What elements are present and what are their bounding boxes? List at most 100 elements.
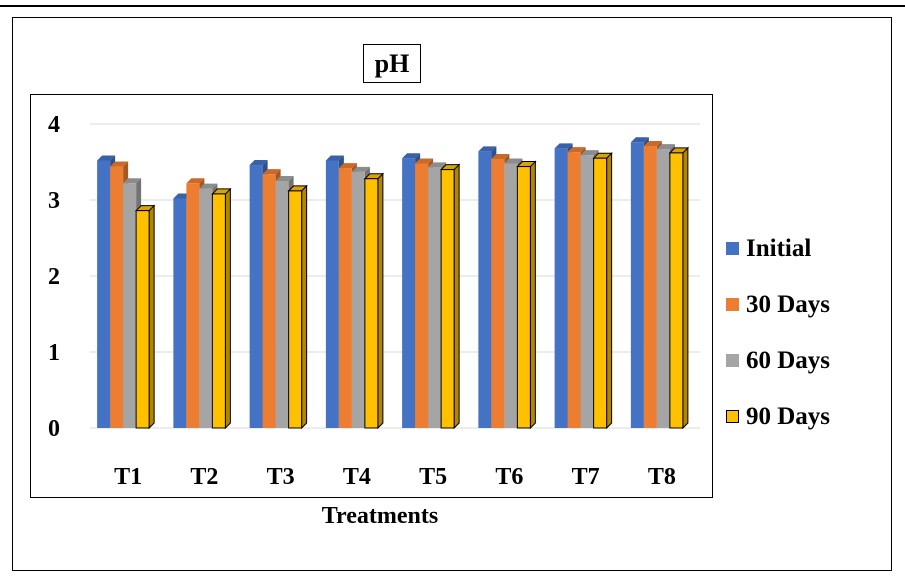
x-tick-label: T2 [190,464,218,490]
bar-side [224,187,231,430]
bar-top [325,155,344,161]
bar-T2-90-days [211,187,232,430]
bars [97,137,690,430]
bar-T8-90-days [668,146,690,430]
legend-label: 30 Days [746,291,831,318]
x-tick-label: T4 [343,464,371,490]
bar-front [402,158,416,428]
bar-top [554,143,573,149]
bar-top [656,144,675,150]
legend-label: 90 Days [746,403,831,430]
bar-top [123,178,142,184]
bar-side [453,163,460,430]
y-tick-label: 2 [48,264,60,290]
bar-front [428,167,442,428]
x-axis-title: Treatments [321,503,439,529]
bar-T3-90-days [287,184,308,430]
y-tick-label: 1 [48,340,60,366]
bar-T7-90-days [592,151,613,430]
bar-top [630,137,649,143]
bar-front [630,142,644,429]
bar-top [338,163,357,169]
bar-top [491,153,510,159]
y-tick-label: 4 [48,112,60,138]
x-tick-label: T8 [648,464,676,490]
legend-swatch [726,242,739,255]
legend-swatch [726,410,739,423]
bar-top [262,169,281,175]
bar-front [249,165,263,429]
bar-top [402,153,421,159]
x-tick-label: T7 [572,464,600,490]
bar-top [478,146,497,152]
x-tick-label: T6 [495,464,523,490]
bar-top [504,158,523,164]
bar-front [491,158,505,428]
x-tick-labels: T1 T2 T3 T4 T5 T6 T7 T8 [114,464,676,490]
bar-front [669,152,684,429]
bar-front [593,157,608,429]
bar-top [249,160,268,166]
chart-title: pH [363,44,421,83]
bar-top [580,150,599,156]
bar-top [567,147,586,153]
bar-T6-90-days [516,160,537,430]
bar-side [682,146,689,430]
bar-front [338,168,352,428]
bar-front [580,155,594,428]
bar-front [415,163,429,428]
bar-top [110,161,129,167]
bar-front [135,210,150,429]
x-tick-label: T5 [419,464,447,490]
bar-side [301,184,308,430]
bar-front [656,149,670,428]
bar-top [351,166,370,172]
bar-front [288,190,303,429]
bar-front [478,151,492,429]
y-tick-labels: 0 1 2 3 4 [48,112,60,442]
top-rule [0,5,905,7]
bar-front [110,166,124,428]
bar-front [186,183,200,428]
bar-top [97,155,116,161]
bar-front [351,171,365,428]
bar-T5-90-days [439,163,461,430]
bar-front [211,193,226,429]
bar-front [275,181,289,428]
bar-front [567,152,581,428]
bar-side [377,172,384,430]
bar-top [199,183,218,189]
bar-top [186,178,205,184]
bar-front [199,188,213,428]
bar-front [516,166,531,429]
bar-top [275,176,294,181]
bar-front [262,174,276,428]
bar-front [440,169,455,429]
legend-label: Initial [746,235,812,262]
legend: Initial 30 Days 60 Days 90 Days [716,222,876,438]
bar-side [606,151,613,430]
bar-front [325,160,339,429]
y-tick-label: 3 [48,188,60,214]
bar-front [643,146,657,429]
bar-side [529,160,536,430]
bar-front [123,183,137,428]
bar-T4-90-days [363,172,385,430]
y-tick-label: 0 [48,416,60,442]
bar-side [148,204,155,430]
bar-top [428,162,447,168]
bar-T1-90-days [134,204,156,430]
bar-top [643,141,662,147]
legend-swatch [726,298,739,311]
legend-label: 60 Days [746,347,831,374]
x-tick-label: T3 [267,464,295,490]
bar-front [504,163,518,428]
bar-front [364,178,379,429]
bar-top [415,158,434,164]
x-tick-label: T1 [114,464,142,490]
legend-swatch [726,354,739,367]
bar-front [97,160,111,429]
bar-front [173,198,187,428]
bar-front [554,148,568,428]
